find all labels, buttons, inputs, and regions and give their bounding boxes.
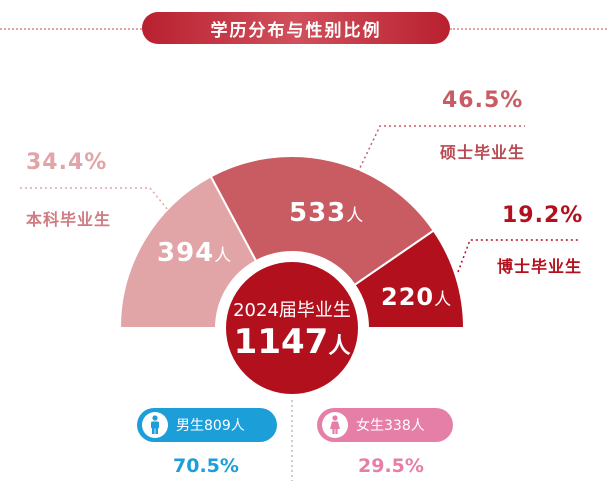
slice-value-doctor: 220人 xyxy=(381,283,453,311)
total-value: 1147人 xyxy=(233,322,351,362)
title-right-dotted-line xyxy=(450,28,607,30)
slice-value-bachelor: 394人 xyxy=(157,238,233,268)
pct-doctor: 19.2% xyxy=(502,203,584,228)
slice-value-master: 533人 xyxy=(289,198,365,228)
female-pill: 女生338人 xyxy=(317,408,453,442)
chart-title: 学历分布与性别比例 xyxy=(142,12,450,44)
slice-master xyxy=(209,155,436,287)
male-pill: 男生809人 xyxy=(137,408,277,442)
pct-master: 46.5% xyxy=(442,88,524,113)
pct-bachelor: 34.4% xyxy=(26,150,108,175)
female-person-icon xyxy=(322,412,348,438)
male-label: 男生809人 xyxy=(176,418,245,434)
leader-line-doctor xyxy=(457,239,580,273)
label-bachelor: 本科毕业生 xyxy=(26,210,112,229)
slice-bachelor xyxy=(118,175,258,329)
center-total-circle xyxy=(222,258,362,398)
leader-line-master xyxy=(357,125,525,173)
slice-doctor xyxy=(353,229,466,329)
male-percent: 70.5% xyxy=(173,455,239,477)
leader-line-bachelor xyxy=(20,187,169,211)
total-label: 2024届毕业生 xyxy=(233,300,351,321)
title-left-dotted-line xyxy=(0,28,142,30)
female-percent: 29.5% xyxy=(358,455,424,477)
label-doctor: 博士毕业生 xyxy=(497,257,583,276)
label-master: 硕士毕业生 xyxy=(440,143,526,162)
male-person-icon xyxy=(142,412,168,438)
female-label: 女生338人 xyxy=(356,418,425,434)
